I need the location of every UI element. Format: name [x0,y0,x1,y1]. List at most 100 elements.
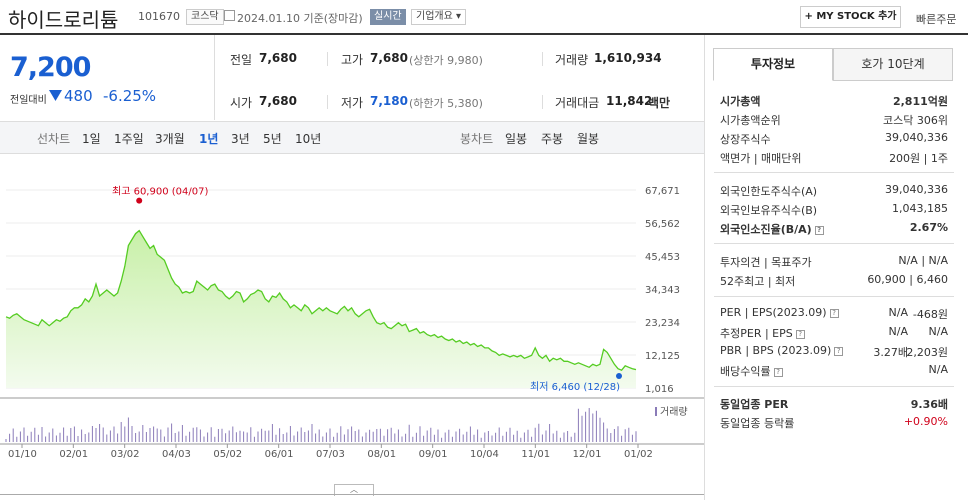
divider [714,172,954,173]
tab-3m[interactable]: 3개월 [155,132,185,146]
candle-chart-label: 봉차트 [460,132,494,146]
cap-rank-label: 시가총액순위 [720,114,781,127]
divider [327,52,328,66]
help-icon[interactable]: ? [773,367,783,377]
change-percent: -6.25% [103,87,157,105]
line-chart-label: 선차트 [37,132,71,146]
x-tick-label: 12/01 [573,449,602,460]
amount-label: 거래대금 [555,96,600,110]
min-label: 최저 6,460 (12/28) [530,381,620,393]
help-icon[interactable]: ? [829,308,839,318]
prev-close-label: 전일 [230,53,253,67]
x-tick-label: 05/02 [213,449,242,460]
amount-value: 11,842 [606,94,653,108]
x-tick-label: 10/04 [470,449,499,460]
tab-1w[interactable]: 1주일 [114,132,144,146]
tab-10y[interactable]: 10년 [295,132,322,146]
foreign-limit-label: 외국인한도주식수(A) [720,185,818,198]
week52-label: 52주최고 | 최저 [720,275,796,288]
min-marker [616,373,622,379]
price-chart[interactable]: 67,671 56,562 45,453 34,343 23,234 12,125 1,01… [0,154,704,484]
foreign-hold-row: 외국인보유주식수(B) 1,043,185 [720,202,948,217]
sector-change-row[interactable]: 동일업종 등락률 +0.90% [720,415,948,430]
add-mystock-button[interactable]: + MY STOCK 추가 [800,6,901,28]
volume-legend-swatch [655,407,657,416]
pbr-label: PBR | BPS (2023.09) [720,344,832,357]
divider [327,95,328,109]
realtime-badge[interactable]: 실시간 [370,9,406,25]
x-tick-label: 09/01 [419,449,448,460]
opinion-value: N/A | N/A [898,254,948,267]
x-tick-label: 07/03 [316,449,345,460]
stock-code: 101670 [138,10,180,23]
open-value: 7,680 [259,94,297,108]
upper-limit: (상한가 9,980) [409,54,483,67]
low-value: 7,180 [370,94,408,108]
week52-value: 60,900 | 6,460 [867,273,948,286]
sector-per-value: 9.36배 [910,398,948,411]
y-tick-label: 12,125 [645,351,680,362]
x-tick-label: 01/10 [8,449,37,460]
est-eps-value: N/A [928,325,948,338]
low-label: 저가 [341,96,364,110]
collapse-chart-button[interactable]: ︿ [334,484,374,496]
foreign-ratio-value: 2.67% [909,221,948,234]
divider [542,52,543,66]
bottom-divider [0,494,704,495]
tab-1y[interactable]: 1년 [199,132,219,146]
y-tick-label: 1,016 [645,384,674,395]
quick-order-link[interactable]: 빠른주문 [916,13,957,26]
bps-value: 2,203원 [906,346,948,359]
tab-1d[interactable]: 1일 [82,132,101,146]
dividend-value: N/A [928,363,948,376]
y-tick-label: 45,453 [645,252,680,263]
y-tick-label: 23,234 [645,318,680,329]
chart-tab-bar [0,121,704,154]
tab-orderbook[interactable]: 호가 10단계 [833,48,953,81]
eps-value: -468원 [912,308,948,321]
sector-per-label: 동일업종 PER [720,398,789,411]
open-label: 시가 [230,96,253,110]
down-arrow-icon [49,90,62,101]
help-icon[interactable]: ? [795,329,805,339]
volume-label: 거래량 [555,53,589,67]
market-cap-value: 2,811억원 [892,95,948,108]
tab-weekly[interactable]: 주봉 [541,132,564,146]
tab-5y[interactable]: 5년 [263,132,282,146]
x-tick-label: 11/01 [521,449,550,460]
high-value: 7,680 [370,51,408,65]
change-value: 480 [64,87,93,105]
volume-label: 거래량 [660,406,688,418]
week52-row: 52주최고 | 최저 60,900 | 6,460 [720,273,948,288]
foreign-limit-value: 39,040,336 [885,183,948,196]
shares-label: 상장주식수 [720,133,771,146]
tab-3y[interactable]: 3년 [231,132,250,146]
prev-close-value: 7,680 [259,51,297,65]
shares-value: 39,040,336 [885,131,948,144]
max-label: 최고 60,900 (04/07) [112,186,208,198]
sector-change-label: 동일업종 등락률 [720,417,795,430]
divider [714,243,954,244]
price-divider [214,35,215,120]
foreign-hold-label: 외국인보유주식수(B) [720,204,818,217]
foreign-limit-row: 외국인한도주식수(A) 39,040,336 [720,183,948,198]
market-cap-row: 시가총액 2,811억원 [720,93,948,108]
sector-per-row[interactable]: 동일업종 PER 9.36배 [720,396,948,411]
tab-monthly[interactable]: 월봉 [577,132,600,146]
shares-row: 상장주식수 39,040,336 [720,131,948,146]
divider [714,386,954,387]
help-icon[interactable]: ? [814,225,824,235]
par-row: 액면가 | 매매단위 200원 | 1주 [720,150,948,165]
cap-rank-value: 코스닥 306위 [883,114,948,127]
volume-value: 1,610,934 [594,51,662,65]
tab-invest-info[interactable]: 투자정보 [713,48,833,81]
corp-info-button[interactable]: 기업개요 ▾ [411,9,466,25]
help-icon[interactable]: ? [834,346,844,356]
foreign-hold-value: 1,043,185 [892,202,948,215]
opinion-row: 투자의견 | 목표주가 N/A | N/A [720,254,948,269]
market-cap-label: 시가총액 [720,95,761,108]
pbr-row: PBR | BPS (2023.09)? 3.27배 2,203원 [720,344,948,359]
current-price: 7,200 [10,52,91,83]
tab-daily[interactable]: 일봉 [505,132,528,146]
x-tick-label: 04/03 [162,449,191,460]
